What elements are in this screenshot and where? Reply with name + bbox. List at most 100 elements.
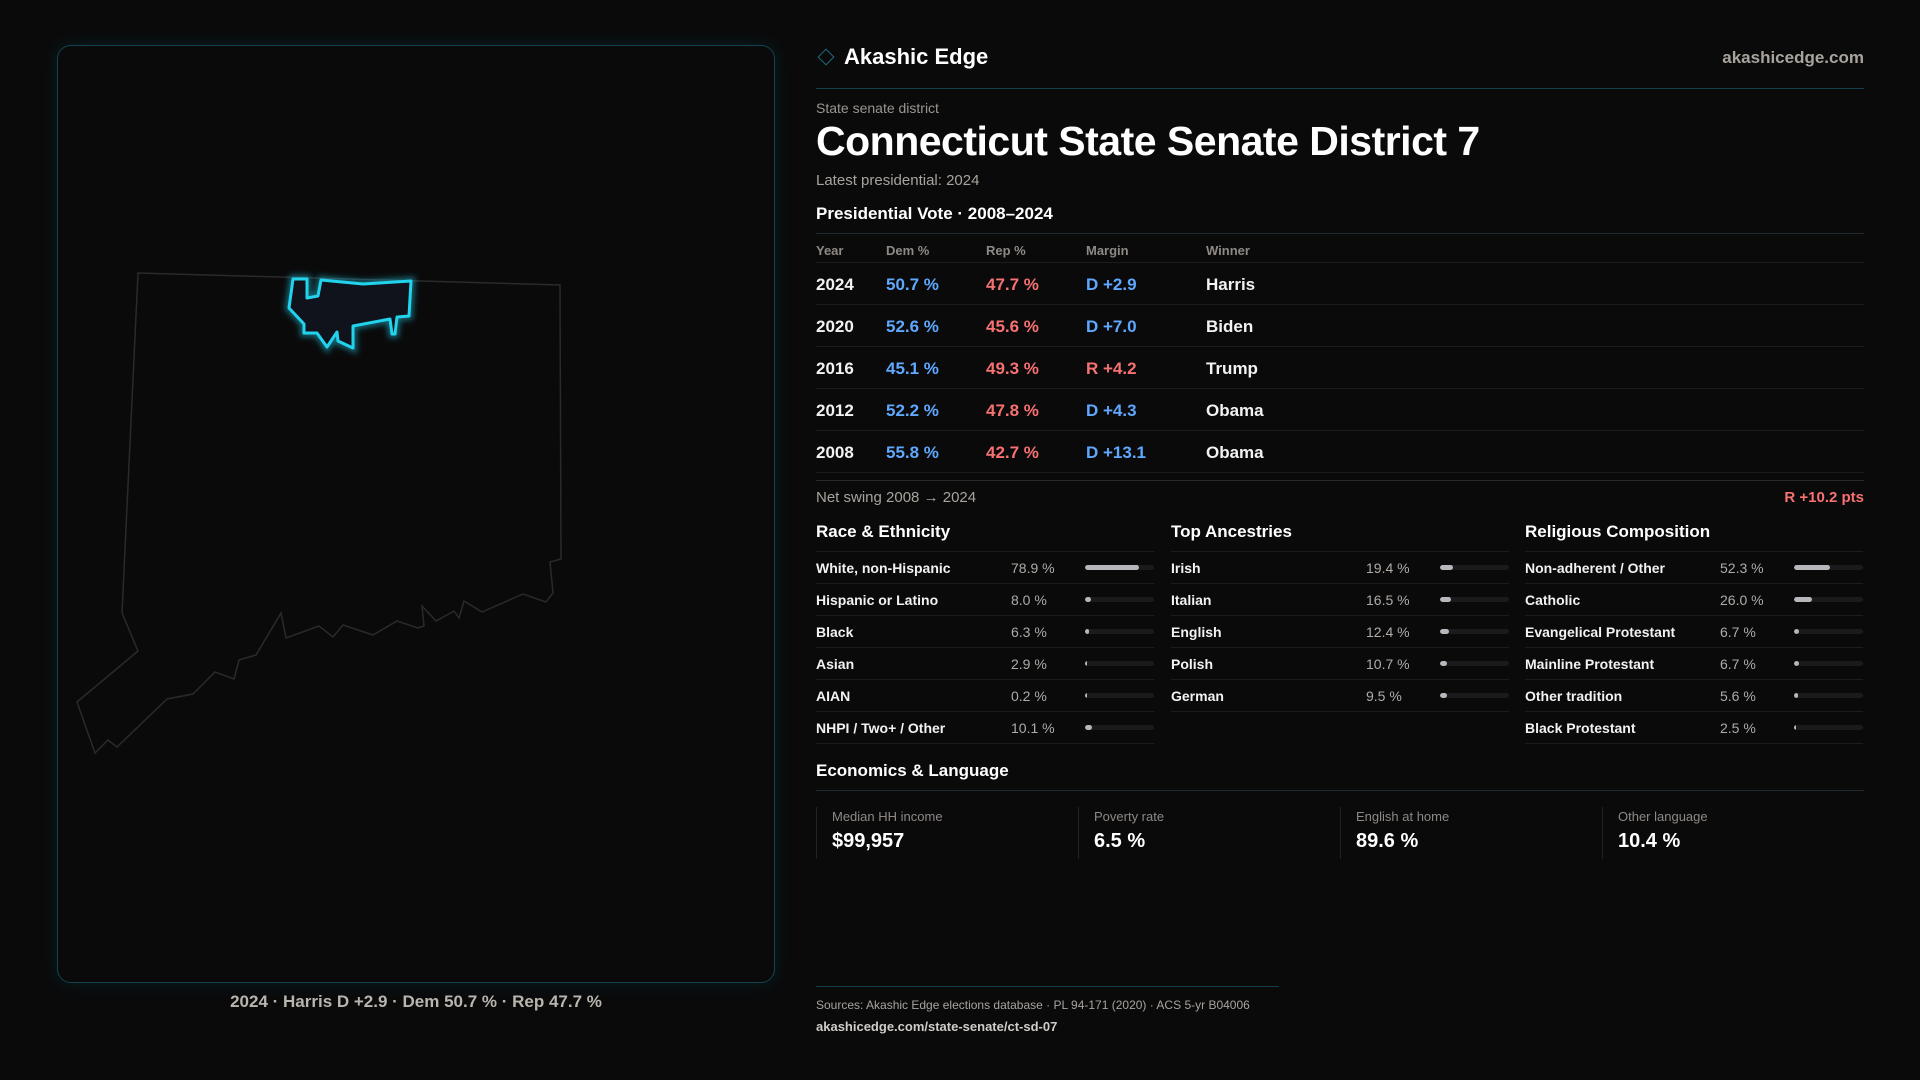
col-year: Year bbox=[816, 243, 844, 258]
share-bar-fill bbox=[1794, 565, 1831, 570]
demographic-value: 78.9 % bbox=[1011, 560, 1055, 576]
divider bbox=[816, 790, 1864, 791]
dem-pct: 52.6 % bbox=[886, 317, 939, 336]
share-bar-fill bbox=[1794, 693, 1798, 698]
rep-pct: 45.6 % bbox=[986, 317, 1039, 336]
demographic-row: Hispanic or Latino 8.0 % bbox=[816, 584, 1154, 616]
stat-value: 10.4 % bbox=[1618, 830, 1681, 852]
demographic-row: Non-adherent / Other 52.3 % bbox=[1525, 552, 1863, 584]
demographic-label: English bbox=[1171, 624, 1222, 640]
share-bar bbox=[1085, 725, 1154, 730]
dem-pct: 50.7 % bbox=[886, 275, 939, 294]
demographic-row: Asian 2.9 % bbox=[816, 648, 1154, 680]
district-shape[interactable] bbox=[287, 277, 413, 350]
share-bar bbox=[1794, 725, 1863, 730]
logo[interactable]: Akashic Edge bbox=[816, 44, 988, 70]
vote-table-header: Year Dem % Rep % Margin Winner bbox=[816, 234, 1864, 263]
demographic-value: 26.0 % bbox=[1720, 592, 1764, 608]
stat-label: Poverty rate bbox=[1094, 809, 1165, 824]
share-bar bbox=[1440, 661, 1509, 666]
share-bar bbox=[1085, 565, 1154, 570]
rep-pct: 42.7 % bbox=[986, 443, 1039, 462]
footer-divider bbox=[816, 986, 1279, 987]
share-bar bbox=[1794, 565, 1863, 570]
rep-pct: 47.7 % bbox=[986, 275, 1039, 294]
year: 2024 bbox=[816, 275, 854, 294]
vote-row: 2020 52.6 % 45.6 % D +7.0 Biden bbox=[816, 305, 1864, 347]
year: 2008 bbox=[816, 443, 854, 462]
demographic-row: Irish 19.4 % bbox=[1171, 552, 1509, 584]
demographic-panel: Top Ancestries Irish 19.4 % Italian 16.5… bbox=[1171, 520, 1509, 712]
share-bar-fill bbox=[1085, 693, 1087, 698]
dem-pct: 52.2 % bbox=[886, 401, 939, 420]
winner: Trump bbox=[1206, 359, 1258, 378]
demographic-row: Other tradition 5.6 % bbox=[1525, 680, 1863, 712]
share-bar-fill bbox=[1085, 565, 1140, 570]
dem-pct: 55.8 % bbox=[886, 443, 939, 462]
stat-label: Other language bbox=[1618, 809, 1708, 824]
share-bar bbox=[1085, 597, 1154, 602]
share-bar bbox=[1085, 661, 1154, 666]
margin: D +13.1 bbox=[1086, 443, 1147, 462]
stat-label: Median HH income bbox=[832, 809, 943, 824]
demographic-label: Italian bbox=[1171, 592, 1212, 608]
col-dem: Dem % bbox=[886, 243, 930, 258]
demographic-label: Mainline Protestant bbox=[1525, 656, 1655, 672]
demographic-label: Irish bbox=[1171, 560, 1201, 576]
net-swing-value: R +10.2 pts bbox=[1784, 489, 1864, 506]
demographic-row: Black 6.3 % bbox=[816, 616, 1154, 648]
demographic-label: Polish bbox=[1171, 656, 1214, 672]
winner: Harris bbox=[1206, 275, 1256, 294]
share-bar-fill bbox=[1440, 661, 1448, 666]
map-panel[interactable] bbox=[57, 45, 775, 983]
economics-stats: Median HH income $99,957 Poverty rate 6.5 %… bbox=[816, 807, 1864, 859]
demographic-value: 6.7 % bbox=[1720, 624, 1756, 640]
demographic-label: Catholic bbox=[1525, 592, 1581, 608]
share-bar bbox=[1794, 629, 1863, 634]
demographic-value: 19.4 % bbox=[1366, 560, 1410, 576]
vote-row: 2008 55.8 % 42.7 % D +13.1 Obama bbox=[816, 431, 1864, 473]
share-bar bbox=[1794, 597, 1863, 602]
demographic-value: 8.0 % bbox=[1011, 592, 1047, 608]
stat-card: Poverty rate 6.5 % bbox=[1078, 807, 1340, 859]
latest-presidential: Latest presidential: 2024 bbox=[816, 172, 980, 189]
demographic-value: 0.2 % bbox=[1011, 688, 1047, 704]
district-type: State senate district bbox=[816, 100, 939, 116]
vote-section-title: Presidential Vote · 2008–2024 bbox=[816, 204, 1053, 223]
year: 2016 bbox=[816, 359, 854, 378]
demographic-label: German bbox=[1171, 688, 1224, 704]
vote-row: 2012 52.2 % 47.8 % D +4.3 Obama bbox=[816, 389, 1864, 431]
demographic-label: Black bbox=[816, 624, 854, 640]
demographic-value: 52.3 % bbox=[1720, 560, 1764, 576]
vote-row: 2024 50.7 % 47.7 % D +2.9 Harris bbox=[816, 263, 1864, 305]
rep-pct: 49.3 % bbox=[986, 359, 1039, 378]
stat-label: English at home bbox=[1356, 809, 1450, 824]
demographic-value: 2.9 % bbox=[1011, 656, 1047, 672]
demographic-label: Black Protestant bbox=[1525, 720, 1636, 736]
brand-name: Akashic Edge bbox=[844, 44, 989, 69]
share-bar-fill bbox=[1085, 597, 1091, 602]
margin: R +4.2 bbox=[1086, 359, 1137, 378]
share-bar-fill bbox=[1794, 629, 1799, 634]
page-url[interactable]: akashicedge.com/state-senate/ct-sd-07 bbox=[816, 1019, 1058, 1034]
demographic-label: White, non-Hispanic bbox=[816, 560, 951, 576]
year: 2020 bbox=[816, 317, 854, 336]
demographic-label: Evangelical Protestant bbox=[1525, 624, 1676, 640]
share-bar-fill bbox=[1085, 725, 1092, 730]
site-link[interactable]: akashicedge.com bbox=[1722, 48, 1864, 67]
share-bar bbox=[1440, 693, 1509, 698]
margin: D +7.0 bbox=[1086, 317, 1137, 336]
demographic-title: Religious Composition bbox=[1525, 520, 1863, 552]
diamond-icon bbox=[817, 48, 835, 66]
winner: Obama bbox=[1206, 443, 1264, 462]
vote-row: 2016 45.1 % 49.3 % R +4.2 Trump bbox=[816, 347, 1864, 389]
demographic-row: German 9.5 % bbox=[1171, 680, 1509, 712]
share-bar bbox=[1085, 629, 1154, 634]
share-bar bbox=[1440, 565, 1509, 570]
demographic-value: 5.6 % bbox=[1720, 688, 1756, 704]
demographic-row: White, non-Hispanic 78.9 % bbox=[816, 552, 1154, 584]
demographic-value: 10.7 % bbox=[1366, 656, 1410, 672]
demographic-row: Black Protestant 2.5 % bbox=[1525, 712, 1863, 744]
demographic-value: 6.7 % bbox=[1720, 656, 1756, 672]
